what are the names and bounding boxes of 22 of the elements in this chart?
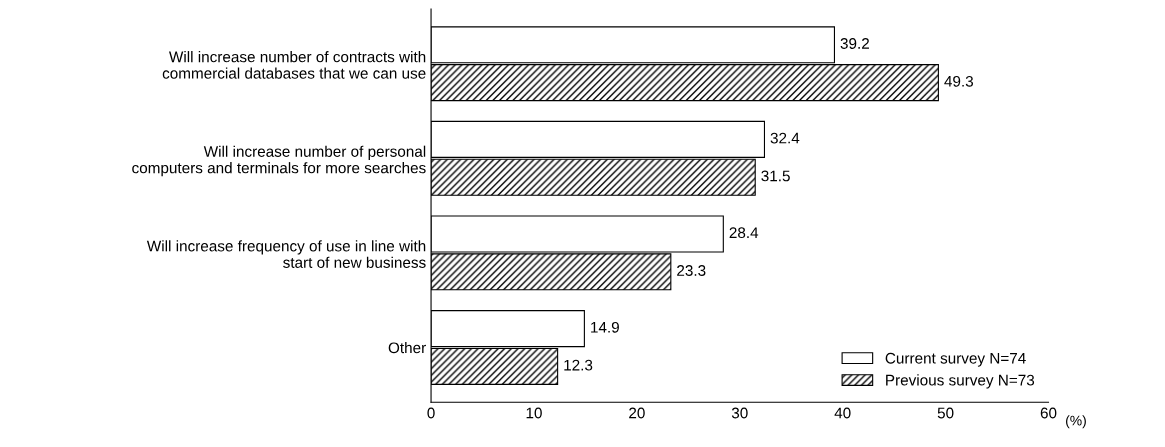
y-tick-label: Will increase number of personal computers and terminals for more searches [132,145,426,177]
data-label: 32.4 [770,132,800,144]
y-tick-label: Other [388,341,426,354]
data-label: 39.2 [840,38,869,49]
x-tick-label: 50 [937,407,954,419]
x-tick-label: 60 [1040,407,1057,419]
y-tick-label: Will increase frequency of use in line with start of new business [146,240,426,268]
data-label: 12.3 [564,359,593,371]
data-label: 28.4 [729,227,759,239]
x-axis-title: (%) [1066,415,1086,429]
data-label: 14.9 [591,321,619,333]
x-tick-label: 10 [526,407,542,419]
legend-label: Current survey N=74 [885,352,1026,367]
x-tick-label: 40 [834,407,851,419]
data-label: 49.3 [944,75,974,87]
data-label: 31.5 [761,170,790,182]
x-tick-label: 30 [731,407,748,419]
data-label: 23.3 [677,265,706,276]
legend-label: Previous survey N=73 [886,374,1035,389]
x-tick-label: 0 [427,407,435,419]
y-tick-label: Will increase number of contracts with commercial databases that we can use [162,51,426,79]
x-tick-label: 20 [629,407,645,419]
